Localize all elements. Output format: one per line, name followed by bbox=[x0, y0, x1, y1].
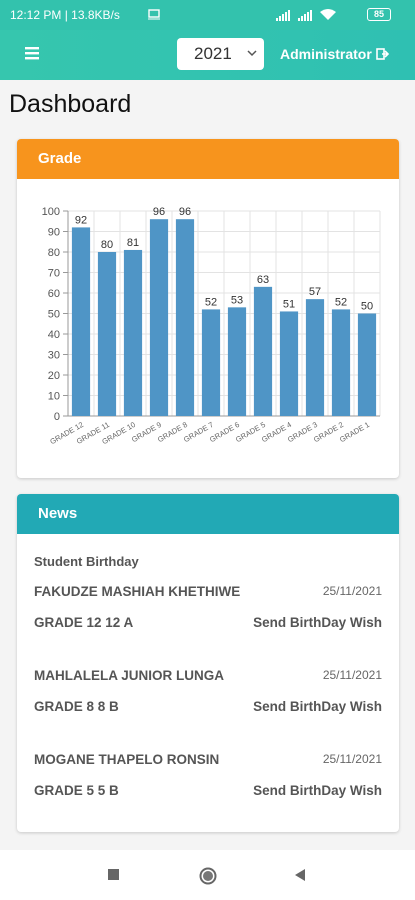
x-tick-label: GRADE 1 bbox=[338, 420, 371, 444]
value-label: 81 bbox=[127, 237, 139, 249]
bar bbox=[227, 307, 247, 416]
y-tick-label: 90 bbox=[48, 227, 60, 239]
bar bbox=[71, 227, 91, 416]
status-bar: 12:12 PM | 13.8KB/s 85 bbox=[0, 0, 415, 30]
y-tick-label: 50 bbox=[48, 309, 60, 321]
news-section: Student Birthday bbox=[34, 554, 139, 569]
y-tick-label: 10 bbox=[48, 391, 60, 403]
birthday-date: 25/11/2021 bbox=[322, 752, 382, 766]
bar bbox=[253, 286, 273, 416]
student-name: MOGANE THAPELO RONSIN bbox=[34, 752, 220, 767]
bar bbox=[201, 309, 221, 416]
y-tick-label: 80 bbox=[48, 247, 60, 259]
news-title: News bbox=[38, 505, 78, 522]
battery: 85 bbox=[367, 8, 391, 21]
bar bbox=[175, 219, 195, 416]
value-label: 63 bbox=[257, 274, 269, 286]
send-wish-link[interactable]: Send BirthDay Wish bbox=[253, 783, 382, 798]
user-menu[interactable]: Administrator bbox=[280, 46, 390, 62]
value-label: 50 bbox=[361, 301, 373, 313]
news-card-header: News bbox=[17, 494, 399, 534]
back-button[interactable] bbox=[293, 868, 307, 882]
birthday-date: 25/11/2021 bbox=[322, 668, 382, 682]
bar bbox=[305, 299, 325, 416]
student-grade: GRADE 8 8 B bbox=[34, 699, 119, 714]
value-label: 52 bbox=[205, 296, 217, 308]
value-label: 96 bbox=[179, 206, 191, 218]
bar bbox=[279, 311, 299, 416]
chart-title: Grade bbox=[38, 150, 82, 167]
status-time: 12:12 PM | 13.8KB/s bbox=[10, 8, 120, 22]
send-wish-link[interactable]: Send BirthDay Wish bbox=[253, 699, 382, 714]
student-grade: GRADE 12 12 A bbox=[34, 615, 134, 630]
bar bbox=[97, 252, 117, 416]
y-tick-label: 60 bbox=[48, 288, 60, 300]
bar bbox=[357, 313, 377, 416]
y-tick-label: 30 bbox=[48, 350, 60, 362]
value-label: 52 bbox=[335, 296, 347, 308]
bar bbox=[123, 249, 143, 416]
birthday-date: 25/11/2021 bbox=[322, 584, 382, 598]
home-button[interactable] bbox=[198, 866, 218, 886]
grade-card-header: Grade bbox=[17, 139, 399, 179]
top-bar: 2021 Administrator bbox=[0, 30, 415, 80]
grade-card: Grade 0 10 20 30 40 50 60 70 80 90 100 GRADE 12 92 GR… bbox=[17, 139, 399, 478]
y-tick-label: 70 bbox=[48, 268, 60, 280]
nav-bar bbox=[0, 850, 415, 900]
y-tick-label: 0 bbox=[54, 411, 60, 423]
page-title: Dashboard bbox=[9, 90, 132, 118]
student-name: FAKUDZE MASHIAH KHETHIWE bbox=[34, 584, 241, 599]
y-tick-label: 40 bbox=[48, 329, 60, 341]
value-label: 57 bbox=[309, 286, 321, 298]
value-label: 96 bbox=[153, 206, 165, 218]
user-name: Administrator bbox=[280, 46, 372, 62]
student-name: MAHLALELA JUNIOR LUNGA bbox=[34, 668, 224, 683]
student-grade: GRADE 5 5 B bbox=[34, 783, 119, 798]
screen-icon bbox=[148, 9, 160, 20]
logout-icon bbox=[375, 48, 389, 60]
bar bbox=[331, 309, 351, 416]
dropdown-arrow bbox=[247, 50, 257, 57]
news-card: News Student Birthday FAKUDZE MASHIAH KH… bbox=[17, 494, 399, 832]
y-tick-label: 100 bbox=[42, 206, 60, 218]
send-wish-link[interactable]: Send BirthDay Wish bbox=[253, 615, 382, 630]
menu-button[interactable] bbox=[25, 46, 39, 60]
value-label: 92 bbox=[75, 214, 87, 226]
year-select[interactable]: 2021 bbox=[177, 38, 264, 70]
value-label: 53 bbox=[231, 294, 243, 306]
signal-icons bbox=[276, 9, 336, 21]
bar bbox=[149, 219, 169, 416]
y-tick-label: 20 bbox=[48, 370, 60, 382]
value-label: 80 bbox=[101, 239, 113, 251]
year-value: 2021 bbox=[194, 44, 232, 63]
value-label: 51 bbox=[283, 298, 295, 310]
recent-apps-button[interactable] bbox=[107, 868, 121, 882]
